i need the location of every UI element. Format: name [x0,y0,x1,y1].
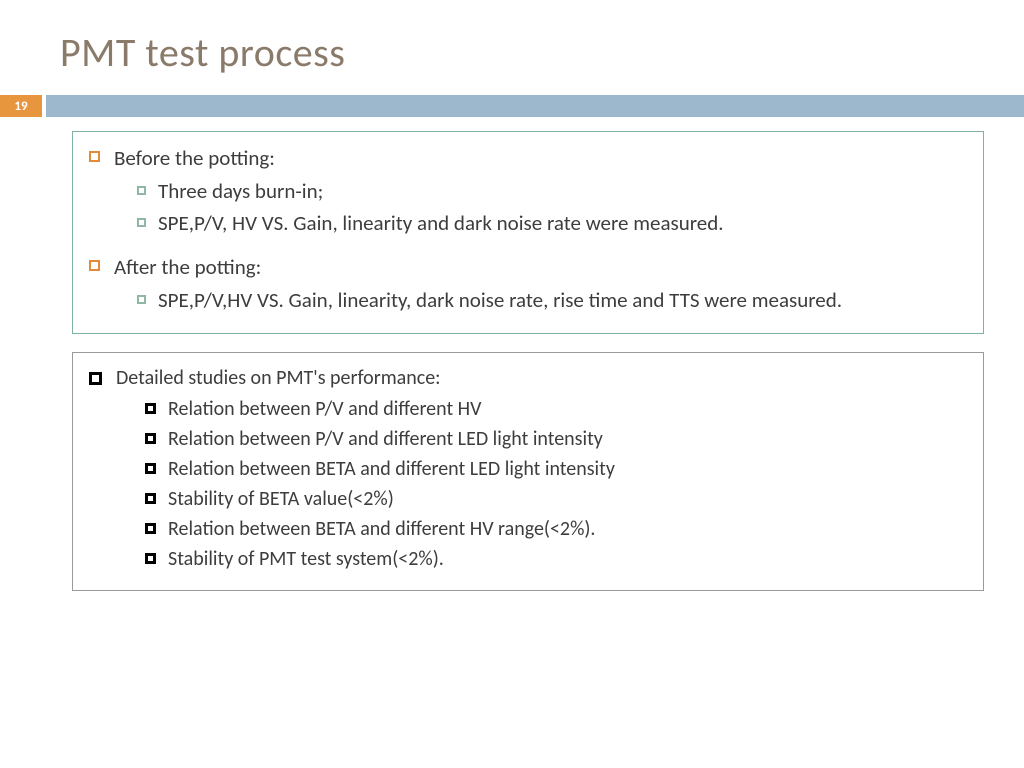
box-studies: Detailed studies on PMT's performance:Re… [72,352,984,591]
list-item: Relation between BETA and different LED … [145,454,967,484]
section: Before the potting: Three days burn-in; SP… [89,144,967,239]
list-item: Stability of PMT test system(<2%). [145,544,967,574]
section-heading-text: After the potting: [114,253,261,281]
section-heading: Before the potting: [89,144,967,172]
list-item: Stability of BETA value(<2%) [145,484,967,514]
list-item: Relation between P/V and different HV [145,394,967,424]
divider-row: 19 [0,95,1024,117]
section: After the potting: SPE,P/V,HV VS. Gain, l… [89,253,967,317]
square-bullet-icon [145,463,156,474]
list-item-text: Stability of BETA value(<2%) [168,485,394,513]
list-item: Relation between P/V and different LED l… [145,424,967,454]
square-bullet-icon [145,493,156,504]
list-item-text: Relation between BETA and different HV r… [168,515,595,543]
list-item: Three days burn-in; [137,176,967,207]
list-item-text: Relation between P/V and different LED l… [168,425,603,453]
square-bullet-icon [137,186,146,195]
square-bullet-icon [89,151,100,162]
divider-bar [46,95,1024,117]
section-heading: After the potting: [89,253,967,281]
list-item: Relation between BETA and different HV r… [145,514,967,544]
sub-list: Three days burn-in; SPE,P/V, HV VS. Gain,… [89,172,967,239]
square-bullet-icon [89,260,100,271]
slide-title: PMT test process [0,0,1024,95]
list-item-text: SPE,P/V,HV VS. Gain, linearity, dark noi… [158,286,842,315]
list-item: SPE,P/V, HV VS. Gain, linearity and dark… [137,208,967,239]
list-item-text: Three days burn-in; [158,177,323,206]
square-bullet-icon [137,218,146,227]
list-item: SPE,P/V,HV VS. Gain, linearity, dark noi… [137,285,967,316]
list-item-text: SPE,P/V, HV VS. Gain, linearity and dark… [158,209,724,238]
square-bullet-icon [137,295,146,304]
section-heading-text: Before the potting: [114,144,275,172]
section-heading-text: Detailed studies on PMT's performance: [116,365,441,392]
square-bullet-icon [145,553,156,564]
list-item-text: Stability of PMT test system(<2%). [168,545,444,573]
box-potting: Before the potting: Three days burn-in; SP… [72,131,984,334]
square-bullet-icon [145,403,156,414]
content-area: Before the potting: Three days burn-in; SP… [0,117,1024,591]
list-item-text: Relation between P/V and different HV [168,395,482,423]
section-heading: Detailed studies on PMT's performance: [89,365,967,392]
page-number-badge: 19 [0,95,42,117]
sub-list: SPE,P/V,HV VS. Gain, linearity, dark noi… [89,281,967,316]
square-bullet-icon [145,433,156,444]
list-item-text: Relation between BETA and different LED … [168,455,615,483]
square-bullet-icon [145,523,156,534]
sub-list: Relation between P/V and different HVRel… [89,392,967,574]
square-bullet-icon [89,372,102,385]
